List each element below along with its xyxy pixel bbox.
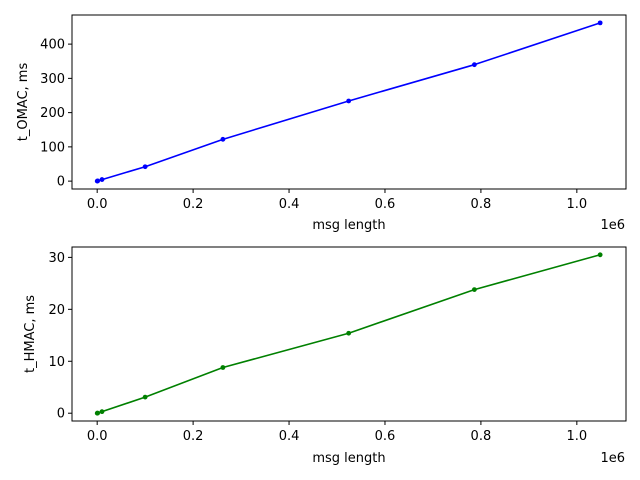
hmac-x-tick-label: 0.4: [279, 429, 300, 444]
omac-x-axis-label: msg length: [312, 218, 385, 233]
hmac-y-tick-label: 20: [48, 303, 65, 318]
omac-data-point: [95, 178, 101, 184]
hmac-y-ticks: 0 10 20 30: [48, 251, 72, 422]
hmac-plot-frame: [71, 246, 627, 422]
hmac-x-offset-label: 1e6: [600, 451, 625, 466]
omac-data-point: [99, 177, 105, 182]
omac-series-marks: [94, 20, 603, 184]
omac-data-point: [346, 98, 352, 104]
omac-x-tick-label: 0.8: [471, 197, 492, 212]
omac-x-tick-label: 0.0: [87, 197, 108, 212]
omac-x-ticks: 0.0 0.2 0.4 0.6 0.8 1.0: [87, 189, 587, 212]
hmac-data-point: [220, 365, 226, 370]
omac-x-tick-label: 0.4: [279, 197, 300, 212]
omac-x-tick-label: 0.6: [375, 197, 396, 212]
omac-data-point: [471, 62, 477, 68]
hmac-data-point: [99, 409, 105, 415]
hmac-x-ticks: 0.0 0.2 0.4 0.6 0.8 1.0: [87, 421, 587, 444]
omac-y-tick-label: 300: [40, 72, 65, 87]
omac-x-tick-label: 0.2: [183, 197, 204, 212]
hmac-x-tick-label: 0.0: [87, 429, 108, 444]
hmac-x-tick-label: 0.6: [375, 429, 396, 444]
hmac-y-tick-label: 30: [48, 251, 65, 266]
hmac-x-tick-label: 0.8: [471, 429, 492, 444]
hmac-y-axis-label: t_HMAC, ms: [23, 295, 38, 373]
hmac-data-point: [471, 287, 477, 292]
hmac-x-axis-label: msg length: [312, 451, 385, 466]
omac-x-tick-label: 1.0: [566, 197, 587, 212]
omac-y-tick-label: 100: [40, 140, 65, 155]
hmac-x-tick-label: 0.2: [183, 429, 204, 444]
omac-y-tick-label: 0: [57, 175, 65, 190]
omac-y-ticks: 0 100 200 300 400: [40, 38, 72, 190]
hmac-data-point: [346, 330, 352, 336]
omac-x-offset-label: 1e6: [600, 218, 625, 233]
hmac-y-tick-label: 10: [48, 355, 65, 370]
omac-data-point: [597, 20, 603, 26]
omac-subplot: 0.0 0.2 0.4 0.6 0.8 1.0 0 100 200 300 400 msg len…: [16, 14, 627, 233]
hmac-data-point: [95, 410, 101, 416]
omac-y-axis-label: t_OMAC, ms: [16, 63, 31, 142]
hmac-series-marks: [94, 252, 603, 416]
hmac-x-tick-label: 1.0: [566, 429, 587, 444]
omac-data-point: [142, 164, 148, 170]
hmac-data-point: [142, 394, 148, 400]
omac-plot-frame: [71, 14, 627, 190]
hmac-data-point: [597, 252, 603, 258]
omac-y-tick-label: 400: [40, 38, 65, 53]
omac-y-tick-label: 200: [40, 106, 65, 121]
hmac-y-tick-label: 0: [57, 407, 65, 422]
hmac-subplot: 0.0 0.2 0.4 0.6 0.8 1.0 0 10 20 30 msg length t_…: [23, 246, 627, 466]
omac-data-point: [220, 136, 226, 142]
